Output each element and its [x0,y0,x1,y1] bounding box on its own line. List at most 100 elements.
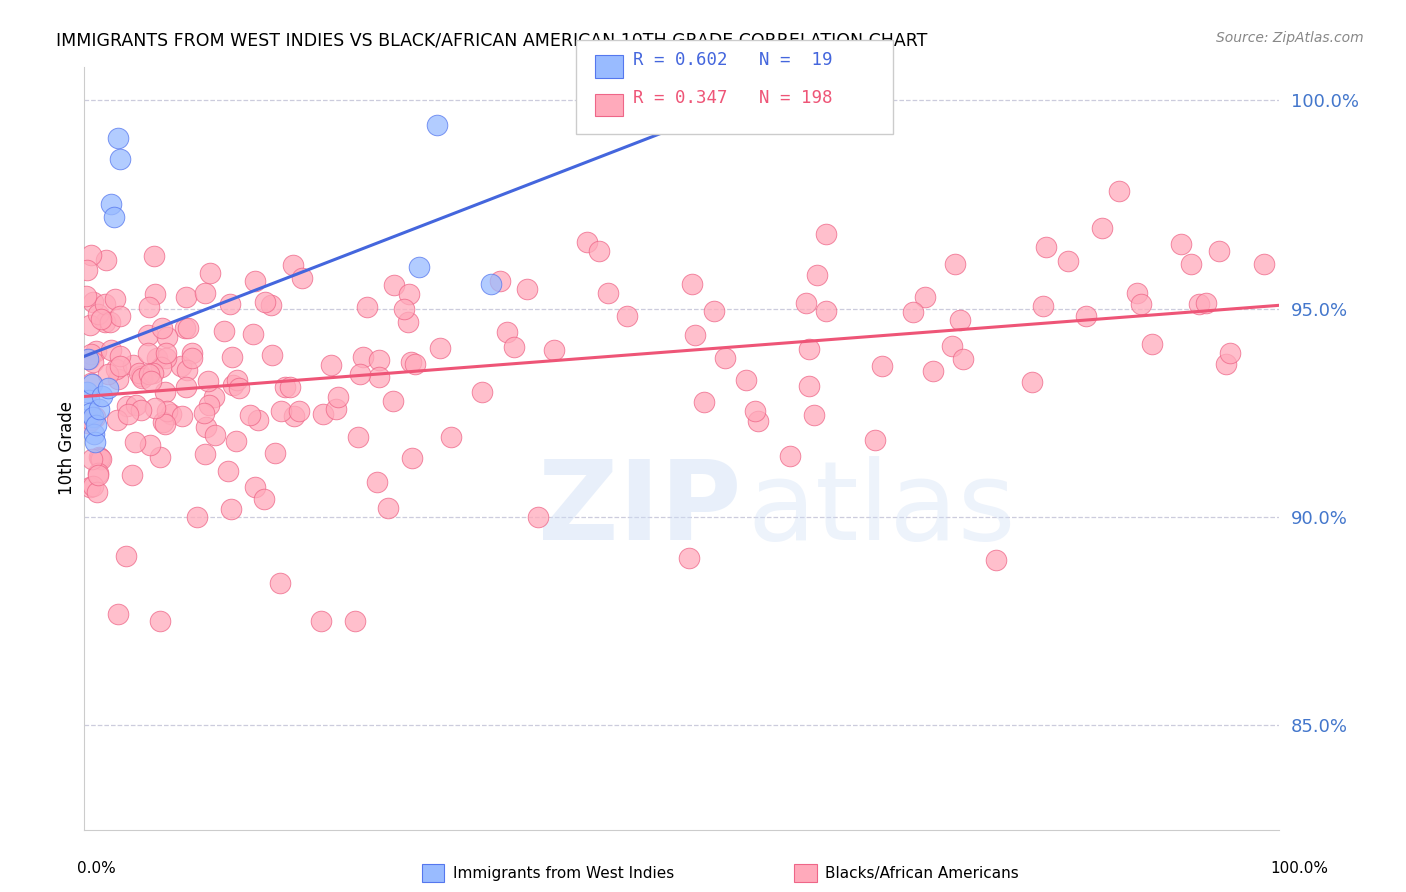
Point [80,376,103,391]
Point [1142,337,1164,351]
Point [107,413,129,427]
Point [1215,357,1237,371]
Point [588,244,610,259]
Point [138,301,160,315]
Point [502,340,524,354]
Point [170,359,193,373]
Point [143,401,166,415]
Text: 0.0%: 0.0% [77,861,117,876]
Point [115,399,138,413]
Point [399,355,422,369]
Point [176,290,198,304]
Point [124,434,146,449]
Point [103,210,125,224]
Point [82,479,104,493]
Point [121,468,143,483]
Point [260,298,283,312]
Text: ZIP: ZIP [538,456,742,563]
Point [703,304,725,318]
Point [194,420,217,434]
Point [145,351,167,366]
Point [177,321,200,335]
Point [121,359,143,373]
Point [115,549,138,564]
Point [471,384,494,399]
Point [1188,297,1211,311]
Point [100,197,122,211]
Point [408,260,430,274]
Point [117,407,139,421]
Point [1130,297,1153,311]
Point [952,351,974,366]
Point [311,408,333,422]
Point [91,389,114,403]
Point [107,372,129,386]
Point [153,385,176,400]
Point [426,118,449,132]
Point [197,399,219,413]
Point [186,509,208,524]
Point [181,351,204,365]
Point [347,430,370,444]
Point [243,480,266,494]
Point [131,371,153,385]
Point [325,402,347,417]
Point [136,346,159,360]
Point [1091,221,1114,235]
Point [94,297,117,311]
Point [328,390,350,404]
Point [82,409,104,424]
Point [1126,285,1149,300]
Point [779,449,801,463]
Point [901,305,924,319]
Point [803,408,825,422]
Point [283,258,305,272]
Point [439,430,461,444]
Point [100,343,122,357]
Point [110,152,132,166]
Point [543,343,565,357]
Point [80,347,103,361]
Point [155,351,177,366]
Point [948,313,970,327]
Point [283,409,305,424]
Point [204,390,226,404]
Point [291,270,314,285]
Point [1108,185,1130,199]
Point [108,310,131,324]
Point [149,614,172,628]
Point [79,480,101,494]
Point [381,394,404,409]
Point [735,373,758,387]
Point [84,434,107,449]
Point [398,287,420,301]
Point [806,268,828,283]
Text: Immigrants from West Indies: Immigrants from West Indies [453,866,673,880]
Point [129,368,152,383]
Point [260,347,283,361]
Point [797,379,820,393]
Point [76,384,98,399]
Point [77,351,100,366]
Point [239,408,262,422]
Point [1057,254,1080,268]
Point [1032,299,1054,313]
Point [252,491,274,506]
Point [86,418,108,433]
Point [152,415,174,429]
Text: atlas: atlas [748,456,1017,563]
Point [1074,309,1097,323]
Point [1253,257,1275,271]
Point [396,315,419,329]
Point [278,380,301,394]
Point [93,315,115,329]
Point [142,249,165,263]
Point [77,416,100,430]
Point [366,475,388,490]
Point [142,367,165,381]
Point [89,450,111,464]
Point [143,286,166,301]
Point [172,409,194,424]
Point [683,328,706,343]
Point [217,464,239,478]
